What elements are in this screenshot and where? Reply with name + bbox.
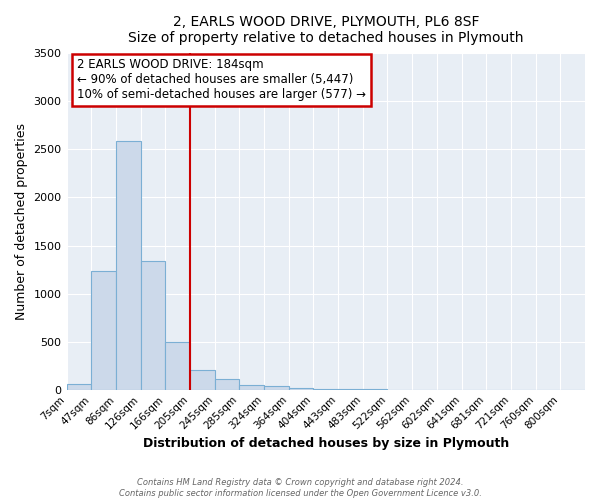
Text: 2 EARLS WOOD DRIVE: 184sqm
← 90% of detached houses are smaller (5,447)
10% of s: 2 EARLS WOOD DRIVE: 184sqm ← 90% of deta…: [77, 58, 366, 102]
Bar: [140, 261, 165, 390]
Bar: [264, 386, 289, 390]
Title: 2, EARLS WOOD DRIVE, PLYMOUTH, PL6 8SF
Size of property relative to detached hou: 2, EARLS WOOD DRIVE, PLYMOUTH, PL6 8SF S…: [128, 15, 524, 45]
Bar: [215, 378, 239, 390]
Bar: [190, 370, 215, 390]
Y-axis label: Number of detached properties: Number of detached properties: [15, 123, 28, 320]
Bar: [239, 385, 264, 390]
X-axis label: Distribution of detached houses by size in Plymouth: Distribution of detached houses by size …: [143, 437, 509, 450]
Bar: [313, 389, 338, 390]
Bar: [67, 384, 91, 390]
Bar: [116, 141, 140, 390]
Bar: [289, 388, 313, 390]
Text: Contains HM Land Registry data © Crown copyright and database right 2024.
Contai: Contains HM Land Registry data © Crown c…: [119, 478, 481, 498]
Bar: [91, 272, 116, 390]
Bar: [165, 342, 190, 390]
